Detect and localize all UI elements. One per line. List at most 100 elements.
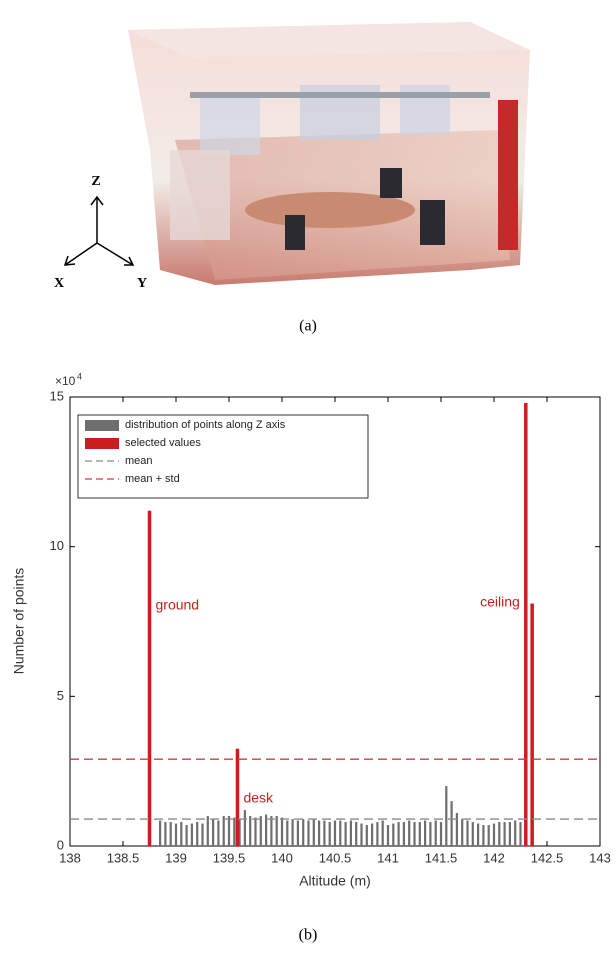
bar <box>307 821 309 846</box>
bar <box>440 822 442 846</box>
x-tick-label: 141 <box>377 850 399 865</box>
y-tick-label: 10 <box>50 538 64 553</box>
bar <box>228 816 230 846</box>
bar <box>270 816 272 846</box>
bar <box>334 821 336 846</box>
annotation: ceiling <box>480 594 520 610</box>
figure: Z X Y (a) (b) ×10 4 Altitude (m) Number … <box>0 0 616 952</box>
bar <box>371 824 373 846</box>
bar <box>323 821 325 846</box>
bar <box>382 821 384 846</box>
bar <box>186 825 188 846</box>
bar <box>191 824 193 846</box>
bar <box>461 819 463 846</box>
legend-label: selected values <box>125 437 201 449</box>
bar <box>466 821 468 846</box>
bar <box>493 824 495 846</box>
bar <box>297 821 299 846</box>
x-axis-label: Altitude (m) <box>299 873 371 889</box>
bar <box>488 825 490 846</box>
bar <box>398 822 400 846</box>
bar <box>201 824 203 846</box>
bar <box>424 821 426 846</box>
bar <box>456 813 458 846</box>
bar <box>244 810 246 846</box>
y-axis-label: Number of points <box>11 568 27 675</box>
bar <box>419 822 421 846</box>
legend-swatch <box>85 420 119 431</box>
point-cloud <box>128 22 530 285</box>
bar <box>519 822 521 846</box>
legend-swatch <box>85 438 119 449</box>
bar <box>530 604 534 846</box>
legend-label: mean + std <box>125 473 180 485</box>
y-tick-label: 15 <box>50 388 64 403</box>
bar <box>302 819 304 846</box>
bar <box>345 822 347 846</box>
bar <box>387 825 389 846</box>
bar <box>292 819 294 846</box>
y-multiplier: ×10 <box>55 374 76 388</box>
bar <box>276 816 278 846</box>
bar <box>233 818 235 846</box>
bar <box>254 818 256 846</box>
annotation: desk <box>243 789 274 805</box>
caption: (b) <box>299 927 318 944</box>
bar <box>260 816 262 846</box>
bar <box>477 824 479 846</box>
bar <box>504 822 506 846</box>
bar <box>509 822 511 846</box>
bar <box>376 822 378 846</box>
bar <box>524 403 528 846</box>
bar <box>445 786 447 846</box>
x-tick-label: 140 <box>271 850 293 865</box>
caption: (a) <box>299 318 317 335</box>
bar <box>350 821 352 846</box>
bar <box>175 824 177 846</box>
x-tick-label: 139.5 <box>213 850 246 865</box>
bar <box>159 821 161 846</box>
x-tick-label: 142 <box>483 850 505 865</box>
legend-label: distribution of points along Z axis <box>125 419 286 431</box>
bar <box>212 819 214 846</box>
bar <box>339 821 341 846</box>
bar <box>472 822 474 846</box>
bar <box>355 822 357 846</box>
bar <box>482 825 484 846</box>
bar <box>392 824 394 846</box>
bar <box>236 749 240 846</box>
x-tick-label: 138 <box>59 850 81 865</box>
y-tick-label: 0 <box>57 837 64 852</box>
axis-label: Z <box>91 174 100 189</box>
bar <box>207 816 209 846</box>
bar <box>286 821 288 846</box>
bar <box>170 822 172 846</box>
bar <box>403 822 405 846</box>
axis-glyph <box>65 197 133 265</box>
y-multiplier-exponent: 4 <box>77 371 82 381</box>
bar <box>360 824 362 846</box>
x-tick-label: 140.5 <box>319 850 352 865</box>
bar <box>366 825 368 846</box>
bar <box>223 816 225 846</box>
bar <box>435 821 437 846</box>
bar <box>408 821 410 846</box>
x-tick-label: 143 <box>589 850 611 865</box>
bar <box>318 821 320 846</box>
bar <box>249 816 251 846</box>
legend-label: mean <box>125 455 153 467</box>
x-tick-label: 142.5 <box>531 850 564 865</box>
bar <box>451 801 453 846</box>
bar <box>429 822 431 846</box>
bar <box>413 822 415 846</box>
bar <box>164 822 166 846</box>
x-tick-label: 139 <box>165 850 187 865</box>
axis-label: X <box>54 276 64 291</box>
bar <box>498 822 500 846</box>
bar <box>196 822 198 846</box>
bar <box>281 818 283 846</box>
bar <box>514 821 516 846</box>
x-tick-label: 138.5 <box>107 850 140 865</box>
bar <box>180 822 182 846</box>
bar <box>313 819 315 846</box>
